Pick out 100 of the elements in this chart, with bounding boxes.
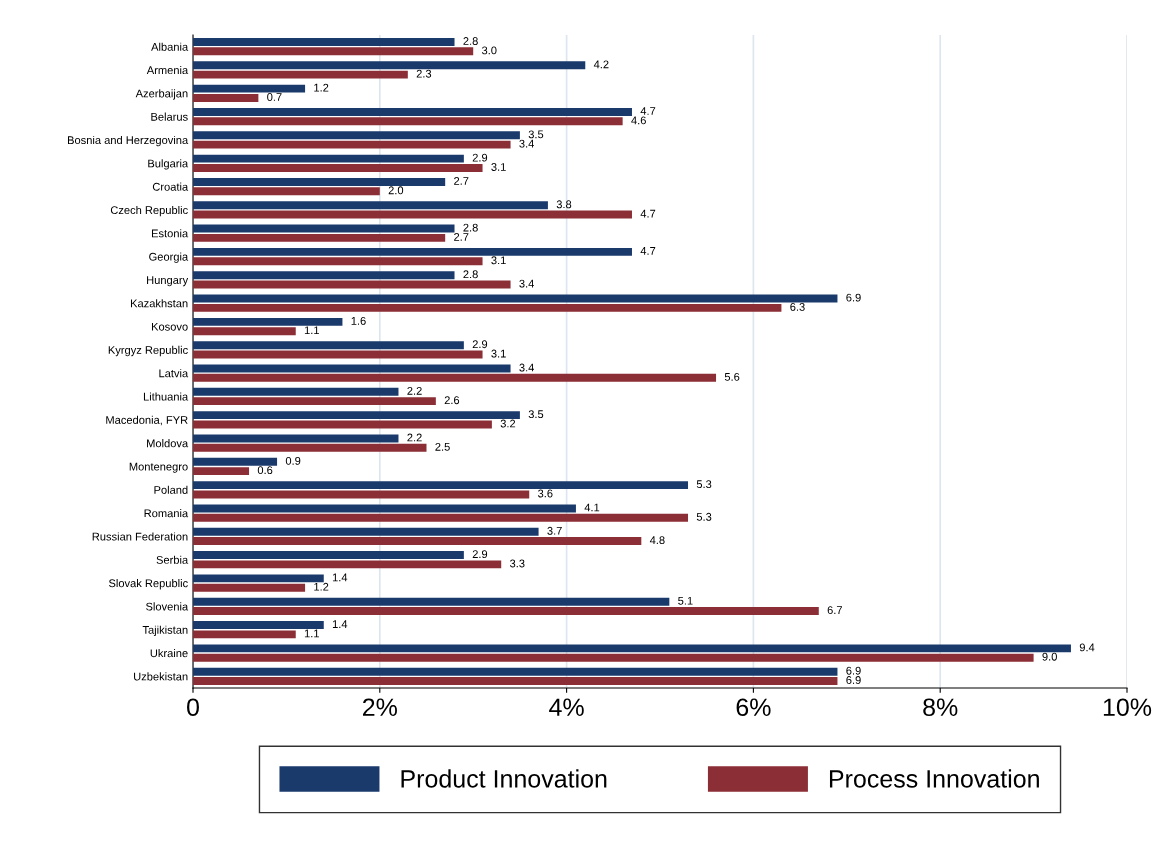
x-tick-label: 8% (923, 698, 958, 717)
y-tick-label: Serbia (156, 555, 189, 564)
data-label: 1.6 (351, 316, 366, 325)
data-label: 4.7 (640, 107, 656, 115)
bar (193, 131, 520, 140)
bar (193, 443, 427, 452)
y-tick-label: Estonia (151, 229, 189, 238)
data-label: 2.5 (435, 442, 450, 451)
data-label: 6.9 (846, 676, 861, 684)
bar (193, 574, 324, 583)
bar (193, 257, 483, 266)
bar (193, 61, 586, 70)
data-label: 5.3 (696, 512, 712, 521)
y-tick-label: Montenegro (129, 462, 188, 473)
y-tick-label: Georgia (149, 252, 189, 263)
bar (193, 70, 408, 79)
x-tick-label: 6% (736, 698, 771, 717)
data-label: 2.8 (463, 270, 478, 279)
bar (193, 271, 455, 280)
bar (193, 434, 399, 443)
data-label: 5.1 (678, 596, 693, 605)
y-tick-label: Belarus (151, 112, 188, 121)
data-label: 3.6 (538, 489, 553, 498)
data-label: 5.6 (724, 372, 740, 381)
bar (193, 490, 530, 499)
bar (193, 481, 689, 490)
data-label: 9.4 (1079, 643, 1095, 652)
bar (193, 457, 278, 466)
data-label: 3.4 (519, 363, 535, 372)
x-tick-label: 10% (1103, 698, 1152, 717)
data-label: 6.7 (827, 606, 842, 615)
bar (193, 177, 446, 186)
data-label: 2.9 (472, 340, 488, 349)
bar (193, 653, 1034, 662)
y-tick-label: Latvia (159, 369, 189, 378)
data-label: 2.8 (463, 37, 478, 45)
bar (193, 117, 623, 126)
y-tick-label: Poland (154, 485, 188, 494)
y-tick-label: Azerbaijan (135, 89, 188, 100)
data-label: 4.7 (640, 247, 656, 255)
data-label: 1.4 (332, 620, 348, 628)
bar (193, 187, 380, 196)
data-label: 0.6 (257, 466, 273, 475)
y-tick-label: Slovak Republic (108, 579, 188, 590)
data-label: 3.4 (519, 139, 535, 148)
y-tick-label: Czech Republic (110, 205, 188, 217)
data-label: 4.7 (640, 209, 656, 218)
data-label: 2.9 (472, 550, 488, 559)
bar (193, 373, 717, 382)
bar (193, 94, 259, 102)
y-tick-label: Slovenia (146, 602, 189, 611)
bar (193, 583, 306, 592)
x-tick-label: 0 (187, 698, 199, 717)
data-label: 3.1 (491, 349, 506, 358)
data-label: 6.9 (846, 666, 861, 675)
bar (193, 411, 520, 420)
data-label: 6.9 (846, 293, 861, 302)
y-tick-label: Croatia (152, 182, 189, 191)
y-tick-label: Lithuania (143, 392, 189, 401)
data-label: 1.2 (314, 582, 329, 591)
bar (193, 467, 250, 476)
bar (193, 84, 306, 93)
data-label: 4.6 (631, 116, 646, 125)
data-label: 1.1 (304, 629, 319, 638)
bar (193, 201, 548, 210)
bar (193, 280, 511, 289)
y-tick-label: Tajikistan (142, 625, 188, 637)
y-tick-label: Hungary (147, 276, 189, 287)
bar (193, 163, 483, 172)
data-label: 9.0 (1042, 652, 1057, 661)
y-tick-label: Uzbekistan (134, 672, 188, 681)
data-label: 2.2 (407, 433, 422, 442)
data-label: 3.2 (500, 419, 516, 428)
data-label: 4.1 (584, 503, 600, 512)
data-label: 2.7 (454, 233, 469, 241)
bar (193, 303, 782, 312)
data-label: 3.5 (528, 130, 544, 139)
x-tick-label: 4% (549, 698, 584, 716)
data-label: 4.8 (649, 536, 665, 545)
data-label: 1.4 (332, 573, 348, 582)
data-label: 4.2 (593, 60, 609, 69)
bar (193, 224, 455, 233)
bar (193, 38, 455, 46)
legend-label: Process Innovation (829, 769, 1039, 788)
x-tick-label: 2% (362, 698, 397, 716)
data-label: 6.3 (790, 302, 805, 311)
y-tick-label: Moldova (147, 439, 189, 448)
data-label: 0.9 (285, 456, 301, 465)
data-label: 2.0 (388, 186, 404, 195)
bar (193, 317, 343, 326)
bar (193, 341, 464, 350)
data-label: 3.1 (491, 256, 506, 265)
bar (193, 667, 838, 676)
data-label: 2.2 (407, 386, 422, 395)
bar (193, 140, 511, 149)
y-tick-label: Armenia (146, 65, 189, 75)
bar (193, 108, 632, 116)
bar (193, 621, 324, 629)
bar (193, 597, 670, 606)
data-label: 3.8 (556, 200, 572, 209)
